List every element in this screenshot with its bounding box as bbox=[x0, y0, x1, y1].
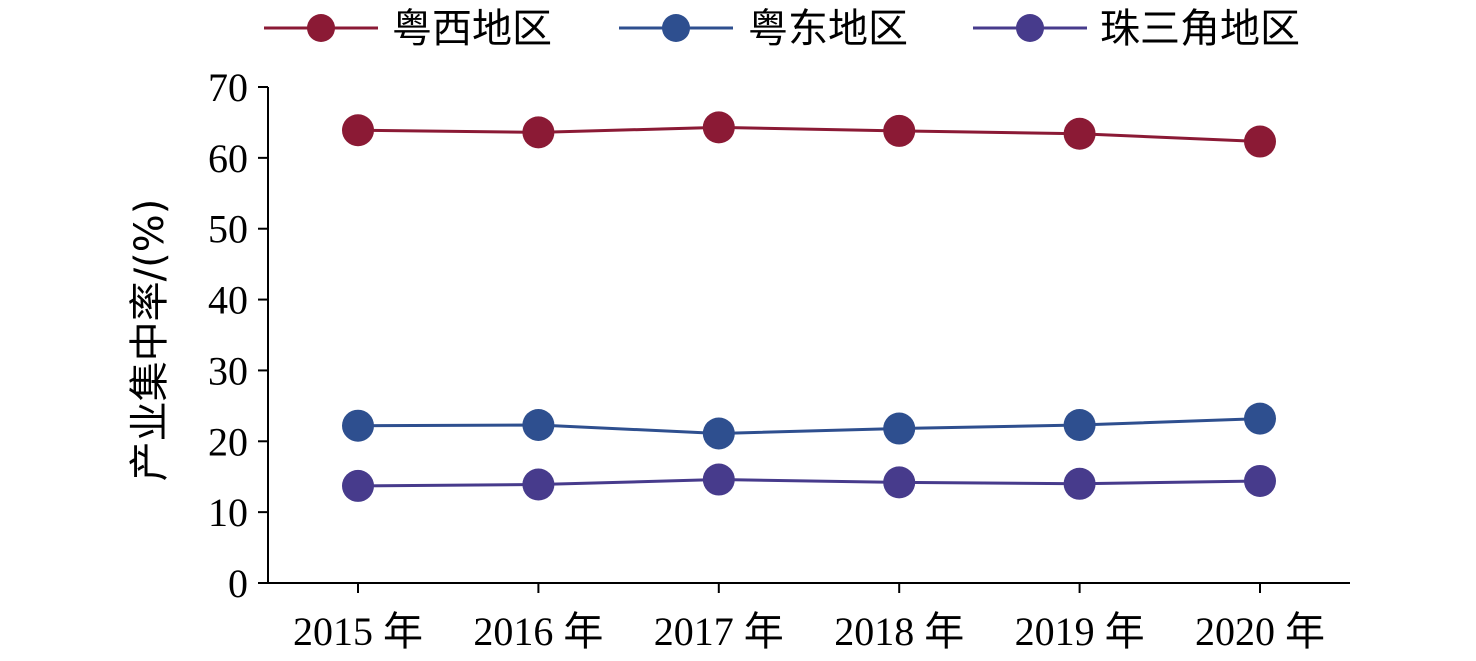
data-point bbox=[883, 114, 916, 147]
series-layer bbox=[342, 111, 1276, 502]
legend-marker bbox=[1016, 14, 1044, 42]
x-tick-label: 2017 年 bbox=[654, 609, 784, 654]
legend-item: 珠三角地区 bbox=[973, 6, 1300, 52]
y-tick-label: 20 bbox=[208, 419, 248, 464]
x-tick-label: 2020 年 bbox=[1195, 609, 1325, 654]
data-point bbox=[702, 111, 735, 144]
data-point bbox=[1063, 117, 1096, 150]
axes: 0 10 20 30 40 50 60 70 2015 年 2016 年 2017 年 2018 年… bbox=[208, 65, 1350, 654]
y-tick-label: 30 bbox=[208, 348, 248, 393]
series-3 bbox=[342, 463, 1276, 502]
legend: 粤西地区 粤东地区 珠三角地区 bbox=[264, 6, 1300, 52]
data-point bbox=[883, 466, 916, 499]
legend-label: 粤东地区 bbox=[748, 6, 908, 52]
data-point bbox=[342, 469, 374, 502]
data-point bbox=[1063, 467, 1096, 500]
data-point bbox=[1244, 464, 1276, 497]
x-tick-label: 2018 年 bbox=[834, 609, 964, 654]
data-point bbox=[522, 468, 555, 501]
series-line bbox=[357, 125, 1261, 144]
y-ticks: 0 10 20 30 40 50 60 70 bbox=[208, 65, 268, 606]
y-tick-label: 10 bbox=[208, 490, 248, 535]
series-2 bbox=[342, 402, 1276, 450]
x-tick-label: 2016 年 bbox=[473, 609, 603, 654]
y-axis-title: 产业集中率/(%) bbox=[127, 199, 173, 482]
data-point bbox=[702, 417, 735, 450]
legend-item: 粤东地区 bbox=[619, 6, 908, 52]
legend-item: 粤西地区 bbox=[264, 6, 552, 52]
series-line bbox=[357, 478, 1261, 488]
y-tick-label: 60 bbox=[208, 136, 248, 181]
x-tick-label: 2015 年 bbox=[293, 609, 423, 654]
x-tick-label: 2019 年 bbox=[1015, 609, 1145, 654]
data-point bbox=[883, 412, 916, 445]
legend-label: 粤西地区 bbox=[392, 6, 552, 52]
data-point bbox=[1244, 125, 1276, 158]
legend-marker bbox=[662, 14, 690, 42]
data-point bbox=[522, 408, 555, 441]
data-point bbox=[522, 116, 555, 149]
data-point bbox=[342, 114, 374, 147]
legend-marker bbox=[307, 14, 335, 42]
y-tick-label: 40 bbox=[208, 278, 248, 323]
data-point bbox=[342, 409, 374, 442]
data-point bbox=[702, 463, 735, 496]
y-tick-label: 0 bbox=[228, 561, 248, 606]
x-ticks: 2015 年 2016 年 2017 年 2018 年 2019 年 2020 年 bbox=[293, 583, 1325, 654]
legend-label: 珠三角地区 bbox=[1100, 6, 1300, 52]
series-1 bbox=[342, 111, 1276, 158]
series-line bbox=[357, 417, 1261, 435]
y-tick-label: 70 bbox=[208, 65, 248, 110]
y-tick-label: 50 bbox=[208, 207, 248, 252]
data-point bbox=[1244, 402, 1276, 435]
data-point bbox=[1063, 408, 1096, 441]
